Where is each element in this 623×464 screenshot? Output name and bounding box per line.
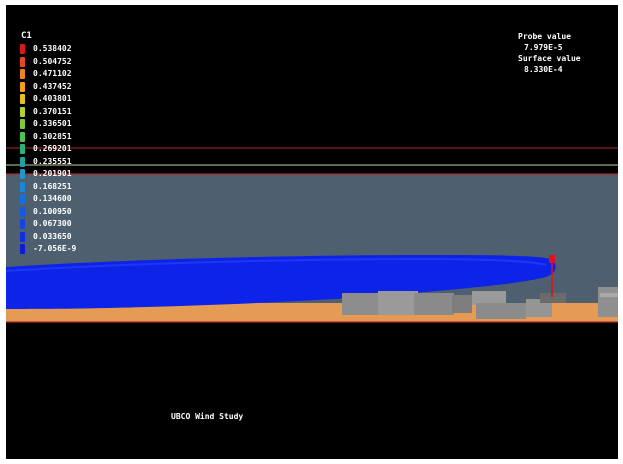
legend-row: 0.437452 xyxy=(20,81,90,94)
legend-row: 0.336501 xyxy=(20,118,90,131)
legend-swatch xyxy=(20,194,25,205)
probe-value-label: Probe value xyxy=(518,32,571,41)
legend-row: 0.269201 xyxy=(20,143,90,156)
legend-value-label: 0.538402 xyxy=(33,44,72,54)
legend-swatch xyxy=(20,181,25,192)
probe-readout: Probe value 7.979E-5 Surface value 8.330… xyxy=(518,31,608,75)
legend-row: 0.370151 xyxy=(20,106,90,119)
legend-swatch xyxy=(20,156,25,167)
building xyxy=(452,295,472,313)
building xyxy=(414,293,454,315)
plume-highlight xyxy=(6,257,547,272)
scene-canvas xyxy=(6,147,618,323)
concentration-plume xyxy=(6,255,556,309)
surface-value: 8.330E-4 xyxy=(524,65,563,74)
legend-title: C1 xyxy=(21,31,32,41)
legend-swatch xyxy=(20,56,25,67)
legend-swatch xyxy=(20,69,25,80)
legend-row: 0.235551 xyxy=(20,156,90,169)
legend-swatch xyxy=(20,106,25,117)
legend-value-label: 0.235551 xyxy=(33,156,72,166)
legend-value-label: 0.067300 xyxy=(33,219,72,229)
legend-row: 0.504752 xyxy=(20,56,90,69)
probe-marker xyxy=(549,255,555,263)
legend-swatch xyxy=(20,144,25,155)
legend-value-label: 0.437452 xyxy=(33,81,72,91)
legend-value-label: 0.134600 xyxy=(33,194,72,204)
legend-value-label: 0.033650 xyxy=(33,231,72,241)
building xyxy=(342,293,384,315)
legend-swatch xyxy=(20,131,25,142)
legend-row: -7.056E-9 xyxy=(20,243,90,256)
surface-value-label: Surface value xyxy=(518,54,581,63)
legend-value-label: 0.403801 xyxy=(33,94,72,104)
legend-value-label: 0.504752 xyxy=(33,56,72,66)
legend-swatch xyxy=(20,231,25,242)
building xyxy=(526,299,552,317)
legend-value-label: 0.168251 xyxy=(33,181,72,191)
legend-value-label: 0.269201 xyxy=(33,144,72,154)
building xyxy=(472,291,506,305)
study-caption: UBCO Wind Study xyxy=(171,412,244,421)
legend-row: 0.201901 xyxy=(20,168,90,181)
legend-row: 0.538402 xyxy=(20,43,90,56)
legend-row: 0.100950 xyxy=(20,206,90,219)
legend-row: 0.471102 xyxy=(20,68,90,81)
building xyxy=(476,303,526,319)
probe-value: 7.979E-5 xyxy=(524,43,563,52)
legend-value-label: 0.302851 xyxy=(33,131,72,141)
legend-row: 0.067300 xyxy=(20,218,90,231)
building xyxy=(378,291,418,315)
legend-row: 0.403801 xyxy=(20,93,90,106)
legend-value-label: 0.370151 xyxy=(33,106,72,116)
legend-swatch xyxy=(20,244,25,255)
legend-swatch xyxy=(20,81,25,92)
legend-row: 0.134600 xyxy=(20,193,90,206)
legend-value-label: 0.201901 xyxy=(33,169,72,179)
legend-row: 0.033650 xyxy=(20,231,90,244)
legend-swatch xyxy=(20,169,25,180)
color-legend: 0.538402 0.504752 0.471102 0.437452 0.403801… xyxy=(20,43,90,256)
legend-swatch xyxy=(20,219,25,230)
legend-swatch xyxy=(20,206,25,217)
legend-swatch xyxy=(20,44,25,55)
legend-row: 0.302851 xyxy=(20,131,90,144)
simulation-viewport[interactable]: C1 0.538402 0.504752 0.471102 0.437452 0.403… xyxy=(6,5,618,459)
buildings-group xyxy=(342,287,618,319)
legend-swatch xyxy=(20,94,25,105)
legend-value-label: -7.056E-9 xyxy=(33,244,77,254)
legend-value-label: 0.100950 xyxy=(33,206,72,216)
legend-row: 0.168251 xyxy=(20,181,90,194)
legend-swatch xyxy=(20,119,25,130)
building xyxy=(598,287,618,317)
legend-value-label: 0.336501 xyxy=(33,119,72,129)
building xyxy=(600,293,618,297)
legend-value-label: 0.471102 xyxy=(33,69,72,79)
building xyxy=(540,293,566,303)
